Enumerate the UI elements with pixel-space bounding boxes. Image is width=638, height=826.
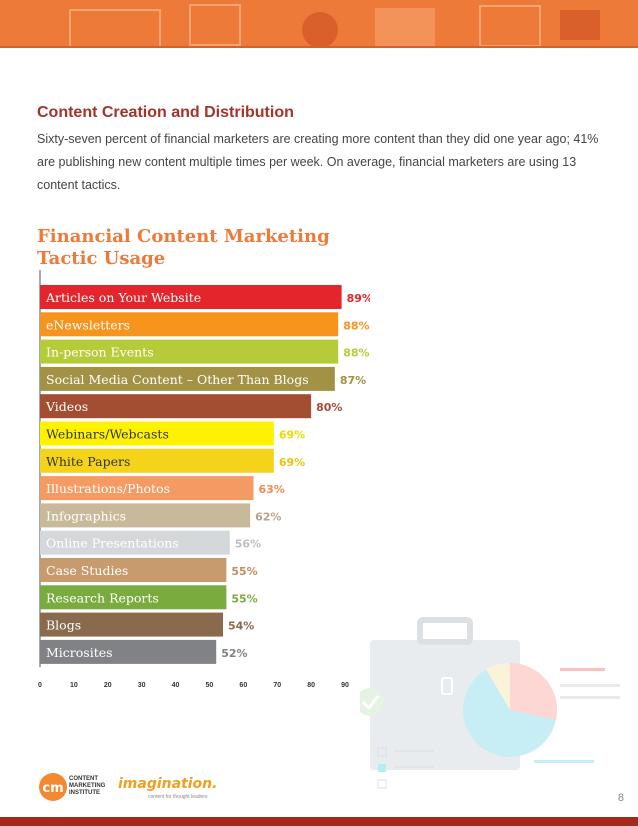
bar-category-label: Online Presentations [46,536,179,551]
office-illustration-banner [69,4,600,48]
bar [40,639,217,664]
bar-value-label: 87% [340,374,366,387]
section-title: Content Creation and Distribution [37,104,294,121]
bar-category-label: In-person Events [46,345,154,360]
bar-value-label: 89% [347,292,370,305]
bar [40,448,274,473]
bar-category-label: Illustrations/Photos [46,481,170,496]
bar [40,421,274,446]
bar [40,585,227,610]
bar [40,366,335,391]
header-banner [0,0,638,48]
cmi-logo-text: CONTENT MARKETING INSTITUTE [69,776,106,796]
x-tick-label: 40 [172,682,180,689]
bar-value-label: 69% [279,429,305,442]
bar-category-label: Webinars/Webcasts [46,427,169,442]
bar-value-label: 88% [343,319,369,332]
x-tick-label: 0 [38,682,42,689]
bar [40,476,254,501]
bar-value-label: 80% [316,401,342,414]
x-tick-label: 10 [70,682,78,689]
bar-value-label: 69% [279,456,305,469]
bar [40,530,230,555]
bar-category-label: Blogs [46,618,81,633]
bar-value-label: 52% [221,647,247,660]
bar-category-label: Microsites [46,645,113,660]
bar-category-label: White Papers [46,454,130,469]
briefcase-illustration [360,617,620,789]
bar-value-label: 63% [259,483,285,496]
bar-category-label: Research Reports [46,590,159,605]
intro-paragraph: Sixty-seven percent of financial markete… [37,132,599,192]
bar-chart: Articles on Your Website 89% eNewsletters 8… [38,270,370,689]
bar-category-label: Infographics [46,508,126,523]
x-tick-label: 50 [206,682,214,689]
bar-value-label: 54% [228,620,254,633]
cmi-logo-icon: cm [39,773,67,801]
bar [40,312,339,337]
x-tick-label: 70 [273,682,281,689]
bar-value-label: 55% [231,592,257,605]
bar-value-label: 56% [235,538,261,551]
bar [40,394,312,419]
bar [40,285,342,309]
bar [40,612,223,637]
bar-value-label: 88% [343,347,369,360]
bar [40,339,339,364]
x-tick-label: 60 [239,682,247,689]
bar-value-label: 62% [255,510,281,523]
bar-category-label: eNewsletters [46,317,130,332]
bar-category-label: Case Studies [46,563,128,578]
bar-category-label: Social Media Content – Other Than Blogs [46,372,309,387]
bar [40,503,251,528]
x-tick-label: 80 [307,682,315,689]
chart-title: Financial Content Marketing Tactic Usage [37,226,330,269]
imagination-logo: imagination. [118,776,218,792]
x-tick-label: 30 [138,682,146,689]
bar-category-label: Articles on Your Website [45,290,201,305]
bar [40,558,227,582]
x-tick-label: 20 [104,682,112,689]
page-number: 8 [617,792,624,804]
bar-value-label: 55% [231,565,257,578]
cmi-logo-mark: cm [42,781,63,796]
footer-bar [0,817,638,826]
x-tick-label: 90 [341,682,349,689]
bar-category-label: Videos [45,399,88,414]
imagination-tagline: content for thought leaders [148,794,208,800]
